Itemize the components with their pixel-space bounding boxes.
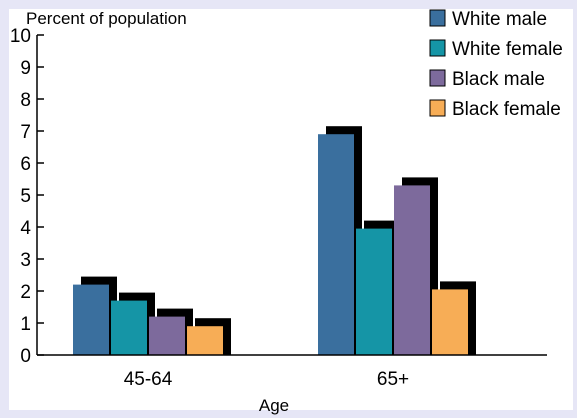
y-axis-title: Percent of population	[26, 9, 187, 28]
bar-white-male-45-64	[73, 284, 109, 355]
x-tick-label: 65+	[377, 369, 409, 390]
x-tick-label: 45-64	[124, 369, 173, 390]
legend-swatch	[429, 99, 446, 117]
y-tick-label: 0	[20, 346, 31, 367]
bar-black-female-65+	[432, 289, 468, 355]
y-tick-label: 10	[10, 26, 31, 47]
bar-black-male-45-64	[149, 316, 185, 355]
legend-label: Black male	[452, 69, 545, 90]
y-tick-label: 3	[20, 250, 31, 271]
legend-label: White female	[452, 39, 563, 60]
y-tick-label: 6	[20, 154, 31, 175]
legend-label: White male	[452, 9, 547, 30]
x-axis-title: Age	[259, 396, 289, 415]
bar-white-female-65+	[356, 228, 392, 355]
bar-white-male-65+	[318, 134, 354, 355]
y-tick-label: 4	[20, 218, 31, 239]
bar-black-female-45-64	[187, 326, 223, 355]
y-tick-label: 1	[20, 314, 31, 335]
legend-swatch	[429, 69, 446, 87]
bar-black-male-65+	[394, 185, 430, 355]
y-tick-label: 9	[20, 58, 31, 79]
y-tick-label: 2	[20, 282, 31, 303]
y-tick-label: 5	[20, 186, 31, 207]
legend-swatch	[429, 9, 446, 27]
y-tick-label: 7	[20, 122, 31, 143]
legend-swatch	[429, 39, 446, 57]
y-tick-label: 8	[20, 90, 31, 111]
bar-white-female-45-64	[111, 300, 147, 355]
legend: White male White female Black male Black fe…	[429, 9, 563, 120]
legend-label: Black female	[452, 99, 561, 120]
